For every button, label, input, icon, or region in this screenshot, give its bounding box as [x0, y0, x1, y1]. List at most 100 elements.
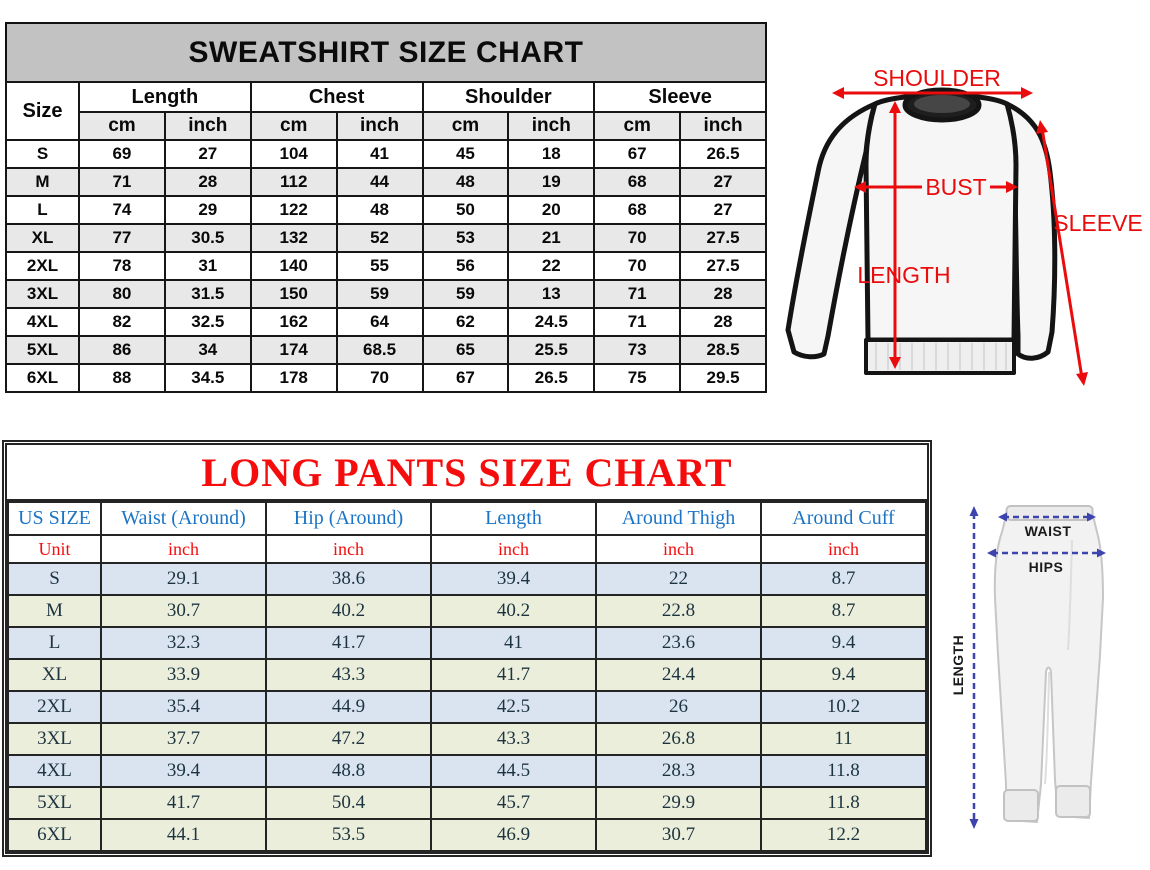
value-cell: 46.9 [430, 818, 597, 852]
value-cell: 48 [335, 195, 424, 225]
size-cell: 4XL [5, 307, 80, 337]
unit-inch: inch [430, 534, 597, 564]
value-cell: 86 [78, 335, 166, 365]
shoulder-label: SHOULDER [873, 65, 1001, 91]
value-cell: 30.5 [163, 223, 252, 253]
value-cell: 24.4 [595, 658, 762, 692]
pants-shading [1067, 539, 1073, 651]
value-cell: 28.5 [679, 335, 767, 365]
table-row: 6XL 88 34.5 178 70 67 26.5 75 29.5 [5, 363, 767, 393]
table-row: 3XL 37.7 47.2 43.3 26.8 11 [7, 722, 927, 756]
sweatshirt-torso [863, 92, 1019, 343]
value-cell: 13 [507, 279, 596, 309]
value-cell: 53.5 [265, 818, 432, 852]
value-cell: 40.2 [265, 594, 432, 628]
value-cell: 45.7 [430, 786, 597, 820]
col-header-around-cuff: Around Cuff [760, 501, 927, 536]
size-cell: 5XL [7, 786, 102, 820]
value-cell: 88 [78, 363, 166, 393]
table-row: 4XL 39.4 48.8 44.5 28.3 11.8 [7, 754, 927, 788]
table-row: 2XL 78 31 140 55 56 22 70 27.5 [5, 251, 767, 281]
value-cell: 29.1 [100, 562, 267, 596]
unit-inch: inch [335, 111, 424, 141]
value-cell: 28 [679, 307, 767, 337]
value-cell: 11.8 [760, 786, 927, 820]
long-pants-size-chart-section: LONG PANTS SIZE CHART US SIZE Waist (Aro… [2, 440, 932, 857]
unit-cm: cm [249, 111, 338, 141]
value-cell: 38.6 [265, 562, 432, 596]
value-cell: 70 [593, 223, 682, 253]
value-cell: 75 [593, 363, 682, 393]
size-cell: 3XL [7, 722, 102, 756]
value-cell: 37.7 [100, 722, 267, 756]
value-cell: 31 [163, 251, 252, 281]
group-header-row: Size Length Chest Shoulder Sleeve [5, 81, 767, 141]
col-header-us-size: US SIZE [7, 501, 102, 536]
long-pants-chart-title: LONG PANTS SIZE CHART [7, 445, 927, 501]
value-cell: 40.2 [430, 594, 597, 628]
value-cell: 59 [335, 279, 424, 309]
sweatshirt-left-sleeve [785, 101, 878, 360]
value-cell: 50.4 [265, 786, 432, 820]
table-row: S 29.1 38.6 39.4 22 8.7 [7, 562, 927, 596]
value-cell: 26 [595, 690, 762, 724]
value-cell: 150 [249, 279, 338, 309]
size-cell: 2XL [7, 690, 102, 724]
size-cell: 2XL [5, 251, 80, 281]
value-cell: 41 [430, 626, 597, 660]
col-header-length: Length [430, 501, 597, 536]
pants-figure: WAIST HIPS LENGTH [950, 505, 1106, 829]
value-cell: 132 [249, 223, 338, 253]
value-cell: 22.8 [595, 594, 762, 628]
unit-inch: inch [760, 534, 927, 564]
table-row: S 69 27 104 41 45 18 67 26.5 [5, 139, 767, 169]
sweatshirt-hem [864, 338, 1016, 375]
value-cell: 39.4 [430, 562, 597, 596]
pants-drawing [993, 505, 1104, 823]
value-cell: 45 [421, 139, 510, 169]
col-header-hip: Hip (Around) [265, 501, 432, 536]
waist-arrow [998, 512, 1096, 522]
pants-left-cuff [1003, 789, 1039, 822]
sleeve-label: SLEEVE [1053, 210, 1143, 236]
pants-annotations: WAIST HIPS LENGTH [950, 506, 1106, 829]
value-cell: 70 [335, 363, 424, 393]
table-row: XL 77 30.5 132 52 53 21 70 27.5 [5, 223, 767, 253]
value-cell: 10.2 [760, 690, 927, 724]
value-cell: 74 [78, 195, 166, 225]
value-cell: 20 [507, 195, 596, 225]
value-cell: 32.3 [100, 626, 267, 660]
value-cell: 28 [163, 167, 252, 197]
value-cell: 174 [249, 335, 338, 365]
value-cell: 19 [507, 167, 596, 197]
value-cell: 65 [421, 335, 510, 365]
size-cell: 5XL [5, 335, 80, 365]
value-cell: 12.2 [760, 818, 927, 852]
bust-arrow [854, 181, 1018, 193]
value-cell: 42.5 [430, 690, 597, 724]
unit-inch: inch [595, 534, 762, 564]
length-arrow [889, 101, 901, 369]
sweatshirt-annotations: SHOULDER BUST LENGTH [832, 65, 1143, 386]
value-cell: 33.9 [100, 658, 267, 692]
value-cell: 28 [679, 279, 767, 309]
shoulder-arrow [832, 87, 1033, 99]
value-cell: 50 [421, 195, 510, 225]
value-cell: 68 [593, 195, 682, 225]
value-cell: 112 [249, 167, 338, 197]
value-cell: 55 [335, 251, 424, 281]
sweatshirt-chart-title: SWEATSHIRT SIZE CHART [5, 22, 767, 83]
unit-inch: inch [679, 111, 767, 141]
pants-header-row: US SIZE Waist (Around) Hip (Around) Leng… [7, 501, 927, 536]
value-cell: 71 [593, 279, 682, 309]
value-cell: 41 [335, 139, 424, 169]
value-cell: 43.3 [265, 658, 432, 692]
value-cell: 73 [593, 335, 682, 365]
value-cell: 26.5 [679, 139, 767, 169]
value-cell: 41.7 [265, 626, 432, 660]
col-header-size: Size [5, 81, 80, 141]
col-header-waist: Waist (Around) [100, 501, 267, 536]
bust-label: BUST [925, 174, 986, 200]
value-cell: 104 [249, 139, 338, 169]
value-cell: 44.9 [265, 690, 432, 724]
